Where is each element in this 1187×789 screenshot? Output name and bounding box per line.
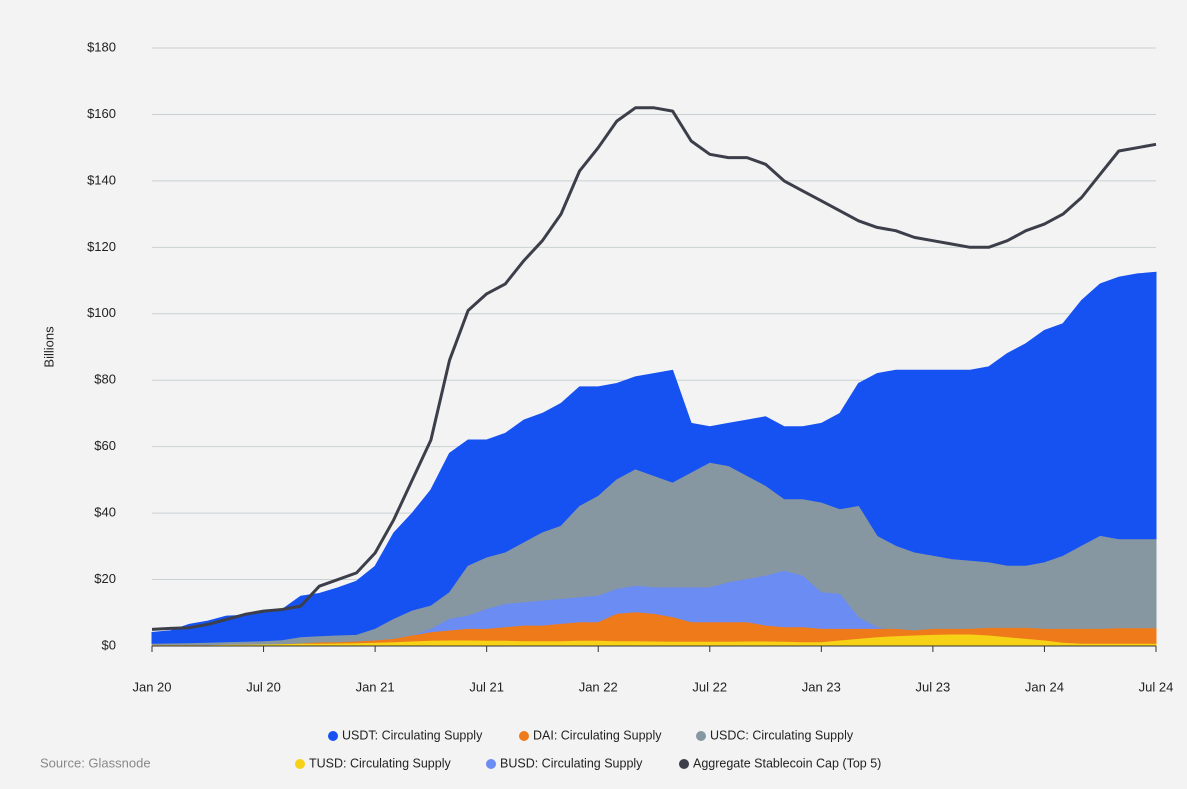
area (151, 634, 1157, 647)
legend-swatch (295, 759, 305, 769)
legend-label: Aggregate Stablecoin Cap (Top 5) (693, 756, 881, 770)
x-tick-label: Jul 21 (469, 679, 504, 694)
x-tick-label: Jan 23 (802, 679, 841, 694)
legend-swatch (328, 731, 338, 741)
legend-swatch (486, 759, 496, 769)
y-tick-label: $60 (94, 438, 116, 453)
y-tick-label: $80 (94, 372, 116, 387)
x-tick-label: Jan 22 (579, 679, 618, 694)
legend-swatch (696, 731, 706, 741)
y-tick-label: $180 (87, 39, 116, 54)
legend-label: USDC: Circulating Supply (710, 728, 854, 742)
x-tick-label: Jan 21 (356, 679, 395, 694)
x-tick-label: Jan 24 (1025, 679, 1064, 694)
y-tick-label: $0 (102, 637, 116, 652)
legend-label: DAI: Circulating Supply (533, 728, 662, 742)
area (151, 462, 1157, 647)
source: Source: Glassnode (40, 755, 151, 770)
y-tick-label: $20 (94, 571, 116, 586)
y-tick-label: $100 (87, 305, 116, 320)
line (151, 106, 1157, 631)
y-tick-label: $140 (87, 172, 116, 187)
legend-label: BUSD: Circulating Supply (500, 756, 643, 770)
x-tick-label: Jul 23 (916, 679, 951, 694)
y-tick-label: $160 (87, 106, 116, 121)
x-tick-label: Jan 20 (132, 679, 171, 694)
legend-swatch (519, 731, 529, 741)
legend-swatch (679, 759, 689, 769)
legend-label: USDT: Circulating Supply (342, 728, 483, 742)
y-axis-label: Billions (41, 326, 56, 368)
x-tick-label: Jul 24 (1139, 679, 1174, 694)
y-tick-label: $40 (94, 505, 116, 520)
y-tick-label: $120 (87, 239, 116, 254)
legend-label: TUSD: Circulating Supply (309, 756, 451, 770)
x-tick-label: Jul 22 (692, 679, 727, 694)
x-tick-label: Jul 20 (246, 679, 281, 694)
